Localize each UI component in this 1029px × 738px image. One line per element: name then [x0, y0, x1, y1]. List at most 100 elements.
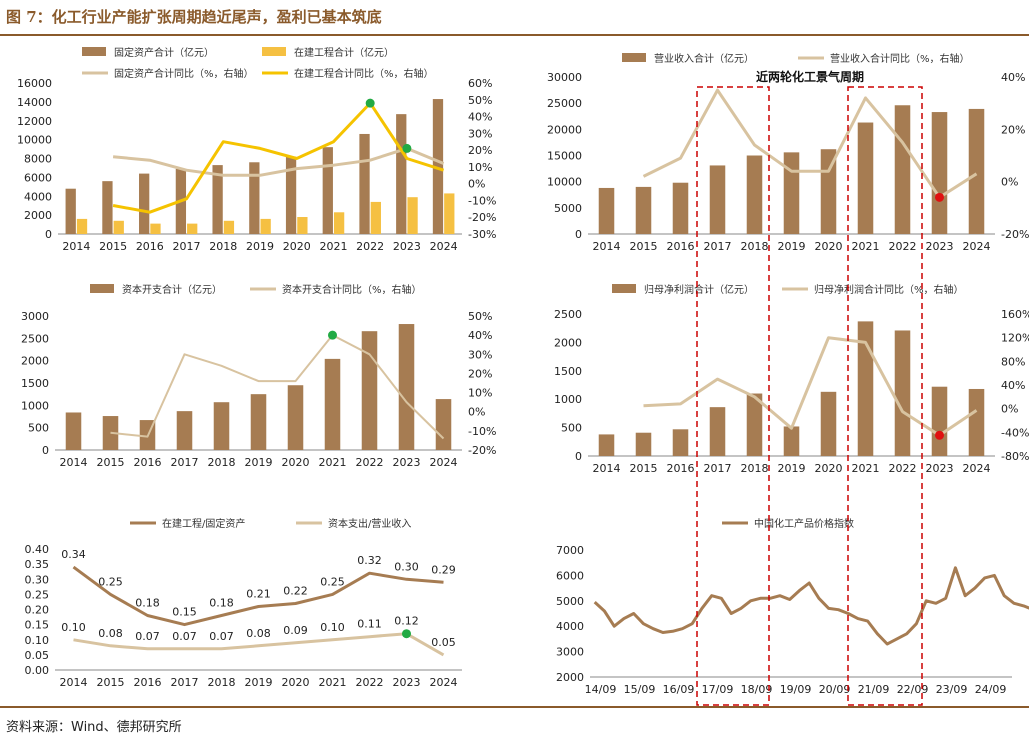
- cycle-annotation: 近两轮化工景气周期: [756, 69, 864, 84]
- c1-y2tick-label: -10%: [468, 194, 496, 207]
- c3-xtick-label: 2024: [430, 456, 458, 469]
- c3-ytick-label: 2500: [21, 332, 49, 345]
- c3-xtick-label: 2015: [97, 456, 125, 469]
- c4-ytick-label: 500: [561, 422, 582, 435]
- c2-legend-label: 营业收入合计同比（%，右轴）: [830, 52, 970, 65]
- c6-xtick-label: 16/09: [663, 683, 695, 696]
- c3-y2tick-label: 50%: [468, 310, 492, 323]
- c5-data-label: 0.22: [283, 584, 308, 597]
- c1-y2tick-label: 10%: [468, 161, 492, 174]
- c3-bar: [250, 394, 267, 450]
- c6-xtick-label: 17/09: [702, 683, 734, 696]
- c6-ytick-label: 5000: [556, 595, 584, 608]
- c1-xtick-label: 2015: [99, 240, 127, 253]
- c1-legend-swatch: [262, 47, 286, 56]
- c5-data-label: 0.07: [209, 630, 234, 643]
- c6-xtick-label: 18/09: [741, 683, 773, 696]
- c5-data-label: 0.32: [357, 554, 382, 567]
- c3-bar: [65, 412, 82, 450]
- c6-xtick-label: 20/09: [819, 683, 851, 696]
- c3-y2tick-label: -20%: [468, 444, 496, 457]
- c6-ytick-label: 2000: [556, 671, 584, 684]
- source-note: 资料来源：Wind、德邦研究所: [6, 720, 182, 735]
- c1-xtick-label: 2022: [356, 240, 384, 253]
- c1-ytick-label: 0: [45, 228, 52, 241]
- c2-bar: [635, 186, 652, 234]
- c4-bar: [635, 432, 652, 456]
- c6-ytick-label: 4000: [556, 620, 584, 633]
- c2-ytick-label: 30000: [547, 71, 582, 84]
- c5-xtick-label: 2015: [97, 676, 125, 689]
- c3-series-line: [110, 334, 445, 440]
- c5-data-label: 0.07: [172, 630, 197, 643]
- c4-highlight-dot: [935, 430, 944, 440]
- c3-bar: [435, 399, 452, 450]
- c1-bar: [322, 147, 333, 234]
- c3-bar: [287, 385, 304, 450]
- c2-xtick-label: 2020: [815, 240, 843, 253]
- c1-legend-label: 在建工程合计（亿元）: [294, 46, 394, 59]
- c1-bar: [285, 156, 297, 234]
- c3-y2tick-label: 40%: [468, 329, 492, 342]
- c5-xtick-label: 2016: [134, 676, 162, 689]
- c1-bar: [396, 114, 407, 234]
- c1-xtick-label: 2018: [209, 240, 237, 253]
- c4-ytick-label: 2000: [554, 336, 582, 349]
- c5-xtick-label: 2023: [393, 676, 421, 689]
- footer-rule: [0, 706, 1029, 708]
- c1-bar: [102, 181, 113, 234]
- c1-legend-swatch: [82, 47, 106, 56]
- c2-ytick-label: 10000: [547, 176, 582, 189]
- c5-data-label: 0.08: [246, 627, 271, 640]
- c1-highlight-dot: [402, 143, 412, 153]
- c1-bar: [139, 173, 150, 234]
- c2-ytick-label: 15000: [547, 150, 582, 163]
- c2-xtick-label: 2018: [741, 240, 769, 253]
- c5-xtick-label: 2020: [282, 676, 310, 689]
- c1-bar: [249, 162, 260, 234]
- c4-bar: [968, 388, 985, 456]
- c1-bar: [444, 193, 455, 234]
- c1-y2tick-label: 50%: [468, 94, 492, 107]
- c1-bar: [187, 223, 198, 234]
- c1-xtick-label: 2014: [62, 240, 90, 253]
- c6-ytick-label: 7000: [556, 544, 584, 557]
- c2-bar: [709, 165, 726, 234]
- c1-series-line: [112, 146, 445, 177]
- c2-y2tick-label: -20%: [1001, 228, 1029, 241]
- c1-xtick-label: 2023: [393, 240, 421, 253]
- c4-bar: [894, 330, 911, 456]
- c4-bar: [857, 321, 874, 456]
- c1-y2tick-label: 20%: [468, 144, 492, 157]
- c5-data-label: 0.25: [98, 575, 123, 588]
- c6-xtick-label: 21/09: [858, 683, 890, 696]
- c1-legend-label: 固定资产合计（亿元）: [114, 46, 214, 59]
- c3-ytick-label: 500: [28, 422, 49, 435]
- c5-series-line: [73, 632, 445, 657]
- c5-data-label: 0.07: [135, 630, 160, 643]
- c4-y2tick-label: 0%: [1001, 403, 1018, 416]
- c6-series-line: [593, 566, 1029, 646]
- c5-data-label: 0.34: [61, 548, 86, 561]
- c1-y2tick-label: 0%: [468, 178, 485, 191]
- c1-bar: [76, 218, 88, 234]
- c1-series-line: [112, 101, 445, 214]
- c3-y2tick-label: 10%: [468, 387, 492, 400]
- c2-highlight-dot: [935, 192, 944, 202]
- c3-xtick-label: 2016: [134, 456, 162, 469]
- c4-xtick-label: 2014: [593, 462, 621, 475]
- c3-ytick-label: 3000: [21, 310, 49, 323]
- c2-y2tick-label: 40%: [1001, 71, 1025, 84]
- c5-data-label: 0.09: [283, 624, 308, 637]
- title-rule: [0, 34, 1029, 36]
- c5-ytick-label: 0.35: [25, 558, 50, 571]
- c3-legend-label: 资本开支合计同比（%，右轴）: [282, 283, 422, 296]
- c2-bar: [894, 105, 911, 234]
- c5-data-label: 0.25: [320, 575, 345, 588]
- c5-data-label: 0.29: [431, 563, 456, 576]
- c3-bar: [213, 402, 230, 450]
- c6-ytick-label: 3000: [556, 646, 584, 659]
- c4-bar: [672, 429, 689, 456]
- c3-y2tick-label: 20%: [468, 367, 492, 380]
